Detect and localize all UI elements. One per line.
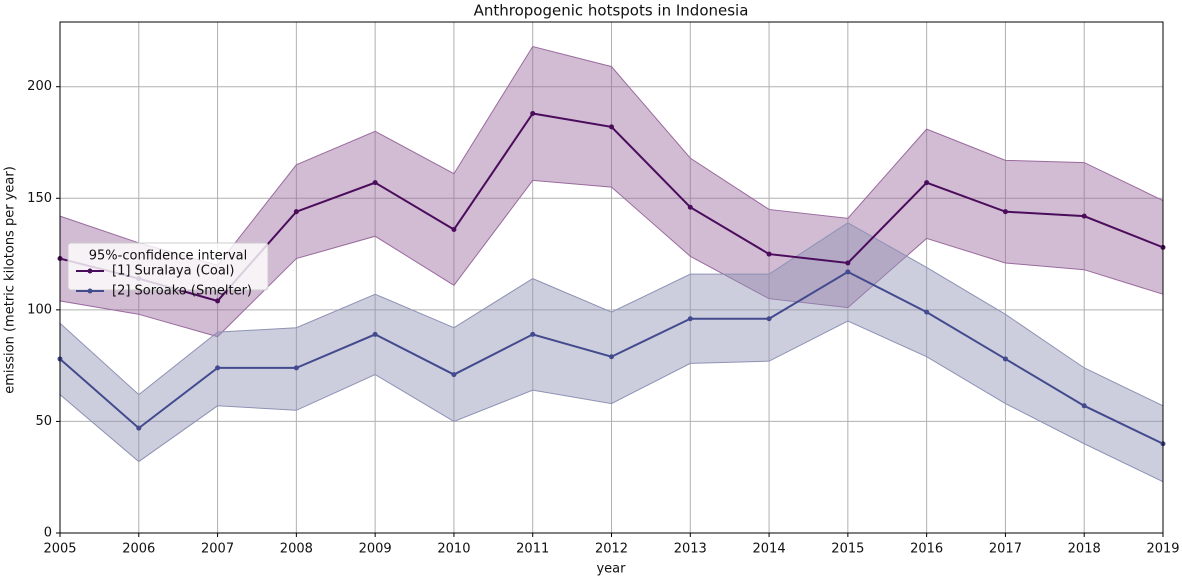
series-point	[293, 365, 299, 371]
series-point	[766, 251, 772, 257]
y-tick-label: 200	[27, 79, 52, 94]
x-tick-label: 2017	[989, 542, 1022, 557]
x-tick-label: 2012	[595, 542, 628, 557]
y-tick-label: 150	[27, 191, 52, 206]
series-point	[1081, 403, 1087, 409]
x-tick-label: 2018	[1068, 542, 1101, 557]
series-point	[372, 331, 378, 337]
y-tick-label: 50	[35, 414, 52, 429]
legend-marker	[87, 268, 93, 274]
chart-title: Anthropogenic hotspots in Indonesia	[474, 2, 749, 20]
legend-marker	[87, 288, 93, 294]
legend-label: [1] Suralaya (Coal)	[112, 264, 234, 279]
series-point	[845, 260, 851, 266]
series-point	[530, 110, 536, 116]
series-point	[451, 227, 457, 233]
series-point	[215, 298, 221, 304]
series-point	[924, 180, 930, 186]
y-tick-label: 100	[27, 302, 52, 317]
series-point	[1081, 213, 1087, 219]
series-point	[687, 204, 693, 210]
x-tick-label: 2007	[201, 542, 234, 557]
x-tick-label: 2013	[674, 542, 707, 557]
x-tick-label: 2019	[1146, 542, 1179, 557]
legend-box	[67, 242, 269, 291]
series-point	[215, 365, 221, 371]
y-tick-label: 0	[44, 526, 52, 541]
series-point	[687, 316, 693, 322]
series-point	[530, 331, 536, 337]
y-axis-label: emission (metric kilotons per year)	[3, 166, 18, 394]
series-point	[451, 372, 457, 378]
legend: 95%-confidence interval[1] Suralaya (Coa…	[67, 242, 269, 299]
series-point	[924, 309, 930, 315]
x-tick-label: 2016	[910, 542, 943, 557]
plot-frame	[59, 21, 1164, 534]
series-point	[293, 209, 299, 215]
series-point	[609, 354, 614, 360]
series-point	[845, 269, 851, 275]
legend-title: 95%-confidence interval	[89, 249, 247, 264]
x-tick-label: 2006	[122, 542, 155, 557]
x-tick-label: 2014	[753, 542, 786, 557]
x-axis-label: year	[596, 562, 626, 577]
legend-label: [2] Soroako (Smelter)	[112, 284, 252, 299]
x-tick-label: 2005	[43, 542, 76, 557]
series-point	[766, 316, 772, 322]
series-point	[609, 124, 614, 130]
x-tick-label: 2009	[359, 542, 392, 557]
x-tick-label: 2015	[831, 542, 864, 557]
x-tick-label: 2010	[437, 542, 470, 557]
x-tick-label: 2011	[516, 542, 549, 557]
series-point	[372, 180, 378, 186]
series-point	[136, 425, 142, 431]
x-tick-label: 2008	[280, 542, 313, 557]
series-point	[1002, 209, 1008, 215]
series-point	[1002, 356, 1008, 362]
